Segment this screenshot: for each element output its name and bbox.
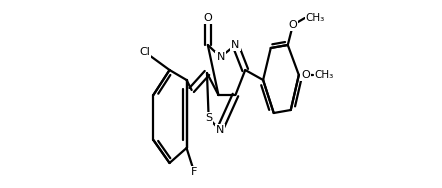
Text: F: F <box>191 167 198 177</box>
Text: S: S <box>205 113 212 123</box>
Text: O: O <box>203 13 212 23</box>
Text: N: N <box>217 52 225 62</box>
Text: O: O <box>289 20 297 30</box>
Text: CH₃: CH₃ <box>306 13 325 23</box>
Text: N: N <box>216 125 224 135</box>
Text: CH₃: CH₃ <box>314 70 333 80</box>
Text: O: O <box>301 70 310 80</box>
Text: Cl: Cl <box>139 47 150 57</box>
Text: N: N <box>231 40 240 50</box>
